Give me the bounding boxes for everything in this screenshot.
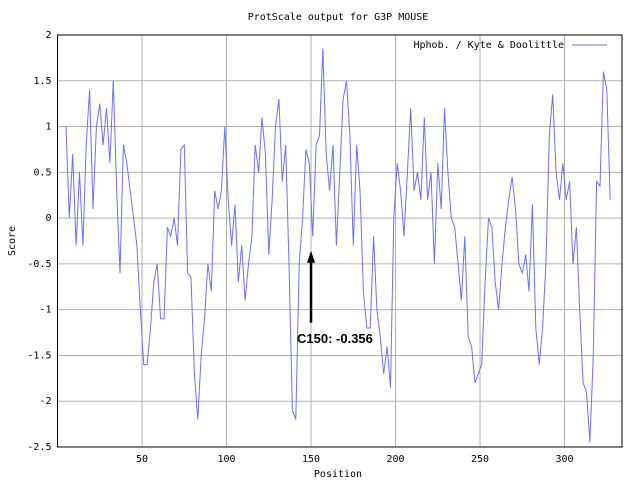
y-tick-label: -2 (39, 396, 51, 407)
y-tick-label: -1 (39, 305, 51, 316)
x-tick-label: 300 (556, 454, 574, 465)
x-tick-label: 100 (217, 454, 235, 465)
x-tick-label: 200 (386, 454, 404, 465)
annotation-label: C150: -0.356 (297, 331, 373, 346)
data-line (65, 48, 611, 443)
x-tick-label: 250 (471, 454, 489, 465)
y-tick-label: 1.5 (33, 76, 51, 87)
plot-frame (57, 34, 623, 448)
y-tick-label: 1 (45, 122, 51, 133)
x-tick-label: 50 (136, 454, 148, 465)
x-tick-label: 150 (302, 454, 320, 465)
y-tick-label: 0 (45, 213, 51, 224)
y-tick-label: -2.5 (27, 442, 51, 453)
legend-label: Hphob. / Kyte & Doolittle (413, 40, 564, 51)
y-tick-label: -0.5 (27, 259, 51, 270)
arrow-head (307, 250, 316, 263)
y-tick-label: 0.5 (33, 167, 51, 178)
y-tick-label: 2 (45, 30, 51, 41)
chart-title: ProtScale output for G3P MOUSE (248, 12, 429, 23)
y-tick-label: -1.5 (27, 350, 51, 361)
y-axis-label: Score (7, 226, 18, 256)
x-axis-label: Position (314, 469, 362, 480)
